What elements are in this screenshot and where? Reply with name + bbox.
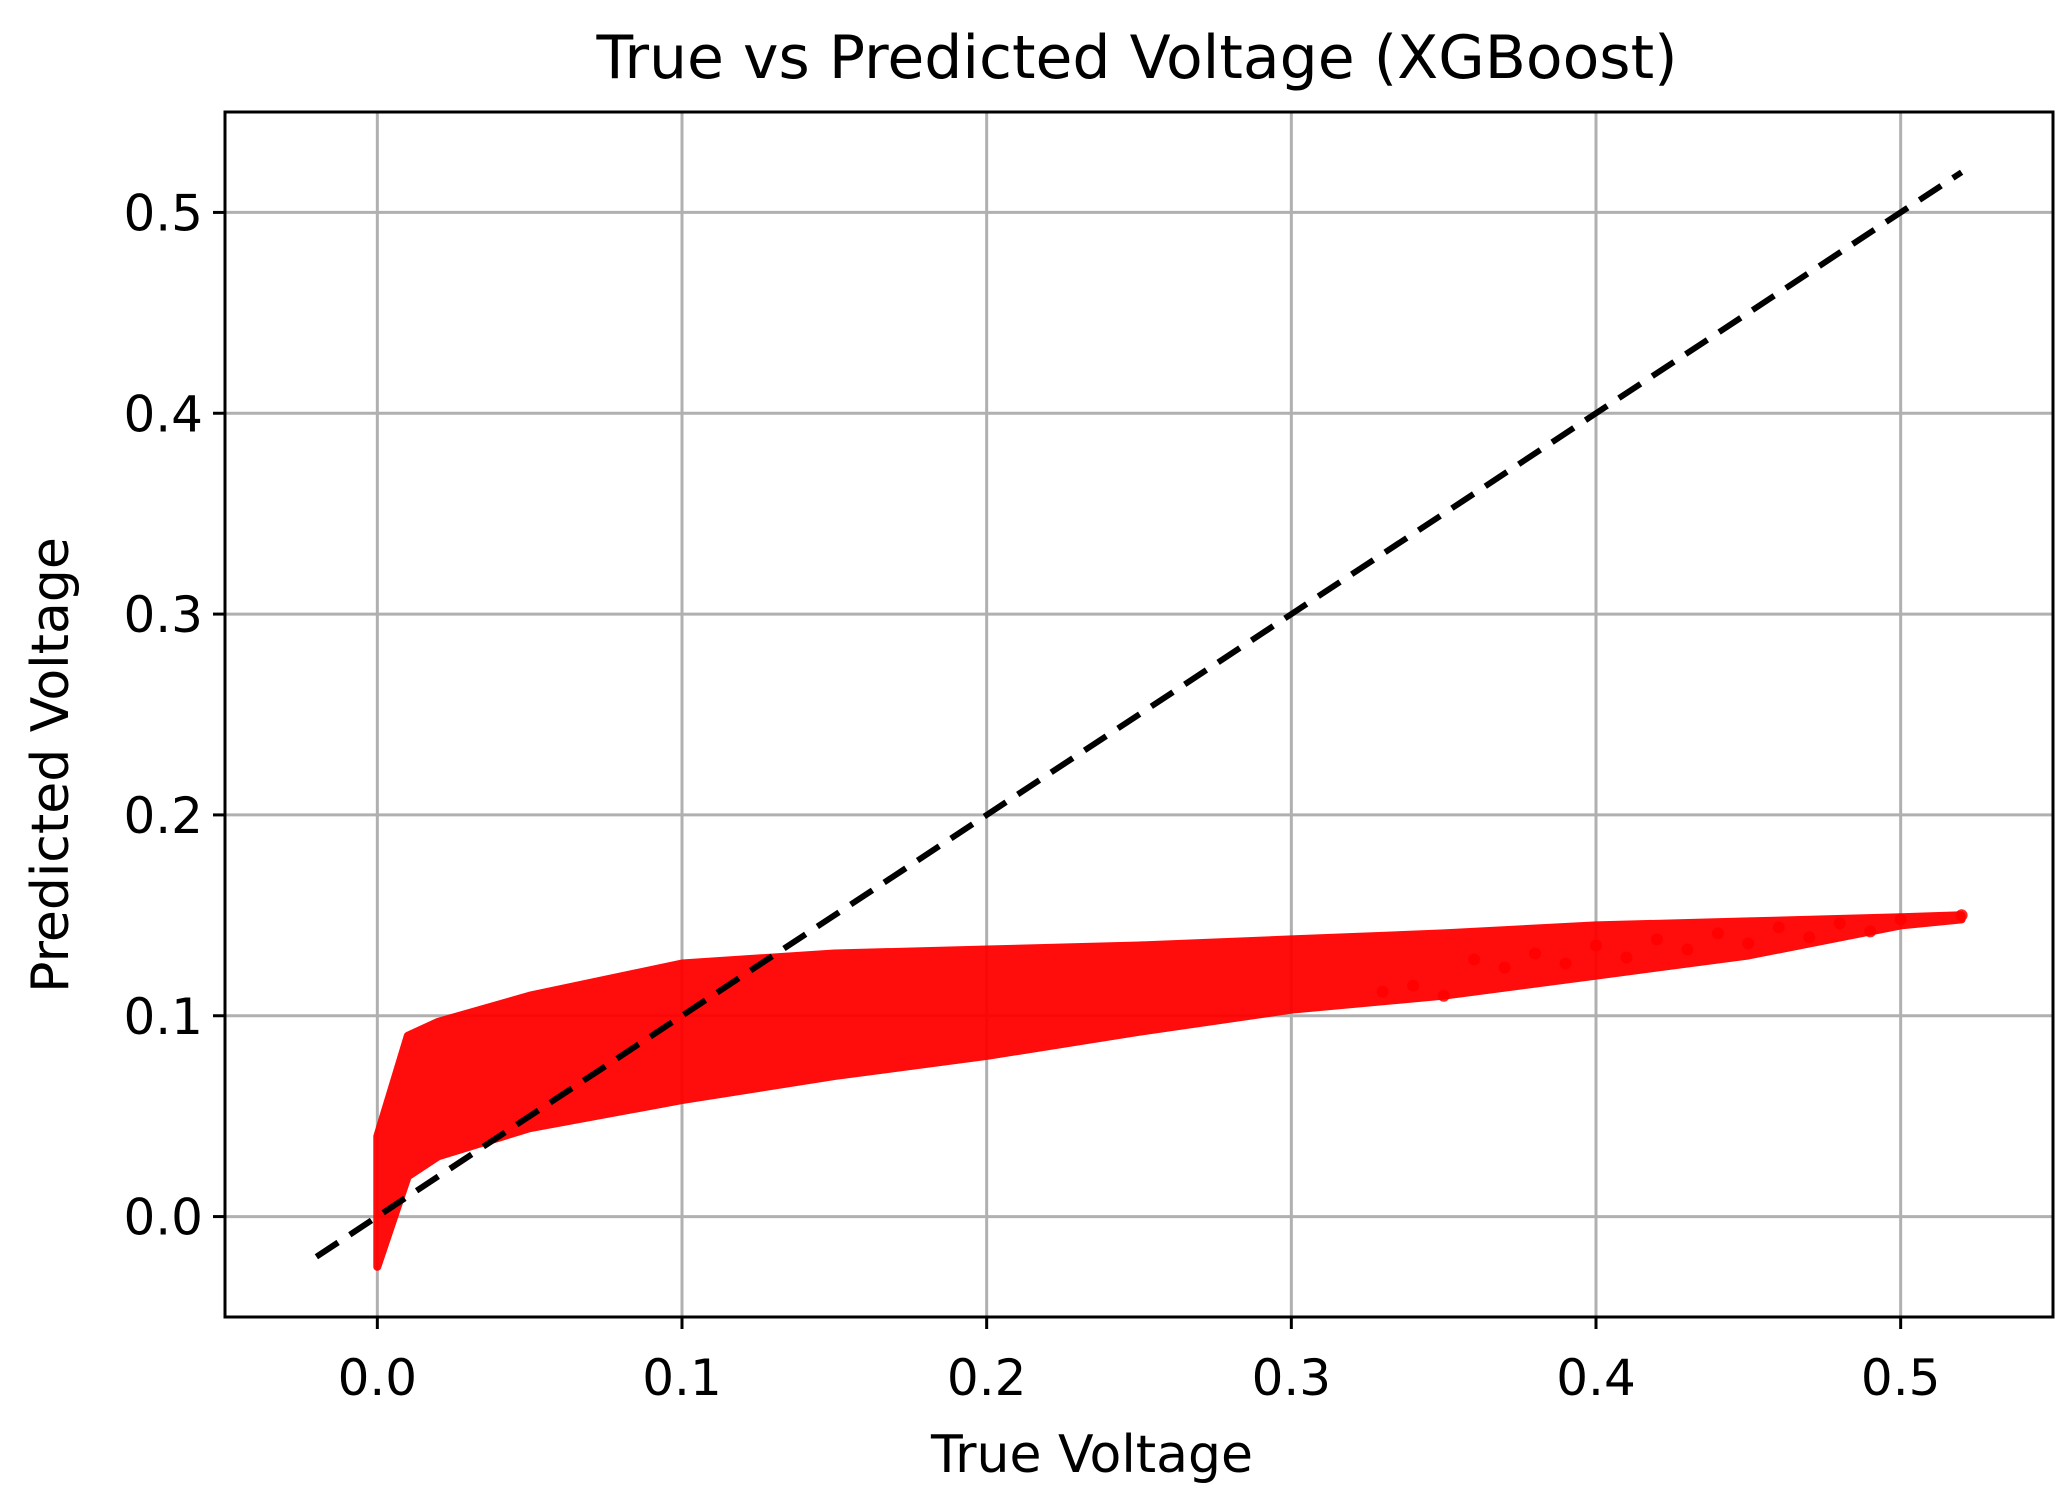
scatter-points bbox=[1376, 909, 1968, 1002]
scatter-point bbox=[1955, 909, 1968, 922]
scatter-point bbox=[1529, 947, 1542, 960]
x-tick-label: 0.1 bbox=[642, 1349, 722, 1407]
scatter-point bbox=[1559, 957, 1572, 970]
x-tick-label: 0.3 bbox=[1252, 1349, 1332, 1407]
scatter-point bbox=[1833, 917, 1846, 930]
x-tick-label: 0.5 bbox=[1861, 1349, 1941, 1407]
scatter-point bbox=[1742, 937, 1755, 950]
scatter-point bbox=[1590, 939, 1602, 952]
axes-frame bbox=[223, 110, 2055, 1319]
scatter-point bbox=[1681, 943, 1694, 956]
scatter-point bbox=[1468, 953, 1481, 966]
y-tick-label: 0.5 bbox=[123, 184, 203, 242]
y-tick-label: 0.1 bbox=[123, 988, 203, 1046]
x-tick-label: 0.2 bbox=[947, 1349, 1027, 1407]
x-tick-label: 0.0 bbox=[338, 1349, 418, 1407]
scatter-point bbox=[1894, 913, 1907, 926]
y-tick-label: 0.2 bbox=[123, 787, 203, 845]
x-tick-label: 0.4 bbox=[1556, 1349, 1636, 1407]
scatter-point bbox=[1864, 925, 1877, 938]
chart-title: True vs Predicted Voltage (XGBoost) bbox=[596, 23, 1678, 93]
x-axis-ticks: 0.0 0.1 0.2 0.3 0.4 0.5 bbox=[338, 1317, 1941, 1407]
scatter-point bbox=[1407, 979, 1420, 992]
scatter-point bbox=[1498, 961, 1511, 974]
reference-line bbox=[314, 169, 1964, 1260]
scatter-band bbox=[373, 911, 1966, 1271]
scatter-point bbox=[1376, 985, 1389, 998]
scatter-point bbox=[1620, 951, 1633, 964]
scatter-point bbox=[1772, 921, 1785, 934]
y-axis-label: Predicted Voltage bbox=[21, 537, 81, 993]
grid bbox=[225, 112, 2053, 1317]
x-axis-label: True Voltage bbox=[930, 1425, 1253, 1485]
scatter-point bbox=[1650, 933, 1663, 946]
y-axis-ticks: 0.0 0.1 0.2 0.3 0.4 0.5 bbox=[123, 184, 225, 1247]
identity-dashed-line bbox=[314, 169, 1964, 1260]
y-tick-label: 0.3 bbox=[123, 586, 203, 644]
scatter-point bbox=[1803, 931, 1816, 944]
y-tick-label: 0.0 bbox=[123, 1189, 203, 1247]
scatter-point-cloud bbox=[373, 911, 1966, 1271]
scatter-point bbox=[1437, 989, 1450, 1002]
scatter-point bbox=[1711, 927, 1724, 940]
y-tick-label: 0.4 bbox=[123, 385, 203, 443]
